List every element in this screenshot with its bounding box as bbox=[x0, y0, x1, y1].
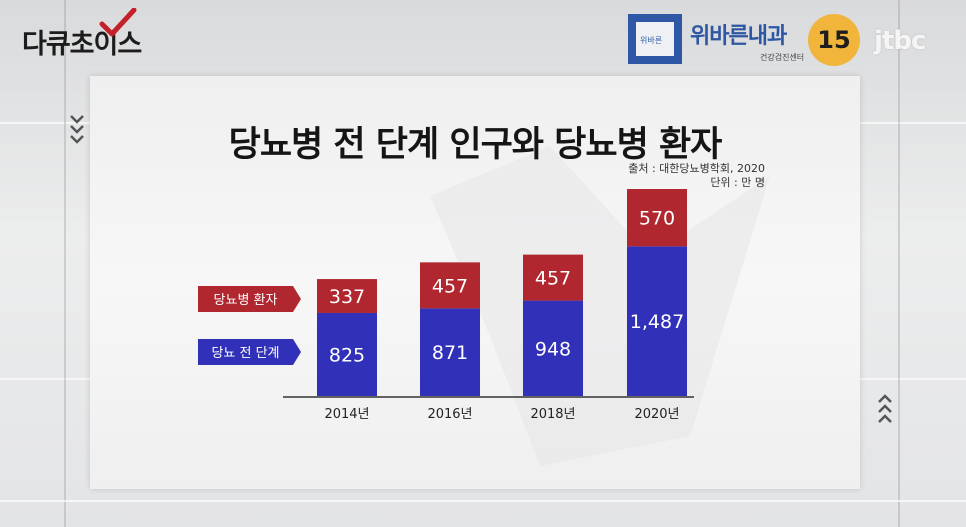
sponsor-name: 위바른내과 bbox=[690, 24, 787, 49]
bar-value-label: 457 bbox=[432, 275, 468, 297]
bar-segment bbox=[523, 254, 583, 301]
chart-source: 출처 : 대한당뇨병학회, 2020 bbox=[628, 162, 765, 175]
backdrop-line bbox=[64, 0, 66, 527]
sponsor-emblem-text: 위바른 bbox=[640, 36, 663, 45]
x-tick-label: 2018년 bbox=[530, 407, 575, 422]
age-rating-badge: 15 bbox=[808, 14, 860, 66]
sponsor-emblem-icon: 위바른 bbox=[628, 14, 682, 64]
x-tick-label: 2016년 bbox=[427, 407, 472, 422]
bar-segment bbox=[627, 246, 687, 396]
sponsor-logo: 위바른 위바른내과 건강검진센터 bbox=[628, 14, 863, 68]
bar-segment bbox=[420, 262, 480, 309]
backdrop-line bbox=[898, 0, 900, 527]
legend-label: 당뇨병 환자 bbox=[214, 293, 278, 308]
bar-value-label: 1,487 bbox=[630, 311, 684, 333]
backdrop-line bbox=[0, 500, 966, 502]
sponsor-subtitle: 건강검진센터 bbox=[760, 53, 805, 62]
bar-value-label: 825 bbox=[329, 344, 365, 366]
bar-segment bbox=[523, 300, 583, 396]
channel-logo: jtbc bbox=[874, 26, 926, 56]
x-tick-label: 2014년 bbox=[324, 407, 369, 422]
legend-tag bbox=[198, 339, 301, 365]
bar-segment bbox=[627, 189, 687, 247]
backdrop-line bbox=[0, 122, 90, 124]
bar-segment bbox=[317, 312, 377, 396]
backdrop-line bbox=[0, 378, 90, 380]
x-tick-label: 2020년 bbox=[634, 407, 679, 422]
bar-value-label: 871 bbox=[432, 342, 468, 364]
backdrop-line bbox=[860, 378, 966, 380]
chart-unit: 단위 : 만 명 bbox=[710, 176, 765, 189]
stacked-bar-chart: 825 337 2014년 871 457 2016년 948 457 2018년 1,487 57… bbox=[198, 189, 694, 422]
bar-value-label: 570 bbox=[639, 208, 675, 230]
program-logo-text: 다큐초이스 bbox=[22, 29, 142, 60]
chevron-down-icon bbox=[70, 115, 84, 144]
bar-value-label: 457 bbox=[535, 268, 571, 290]
chart-title: 당뇨병 전 단계 인구와 당뇨병 환자 bbox=[228, 125, 723, 165]
legend-tag bbox=[198, 286, 301, 312]
bar-value-label: 337 bbox=[329, 286, 365, 308]
bar-segment bbox=[317, 279, 377, 313]
legend-label: 당뇨 전 단계 bbox=[211, 346, 279, 361]
program-logo: 다큐초이스 bbox=[22, 8, 142, 61]
backdrop-line bbox=[860, 122, 966, 124]
chart-panel: 당뇨병 전 단계 인구와 당뇨병 환자 출처 : 대한당뇨병학회, 2020 단… bbox=[90, 76, 860, 489]
bar-value-label: 948 bbox=[535, 338, 571, 360]
bar-segment bbox=[420, 308, 480, 396]
chevron-up-icon bbox=[878, 394, 892, 423]
check-icon bbox=[99, 8, 137, 37]
